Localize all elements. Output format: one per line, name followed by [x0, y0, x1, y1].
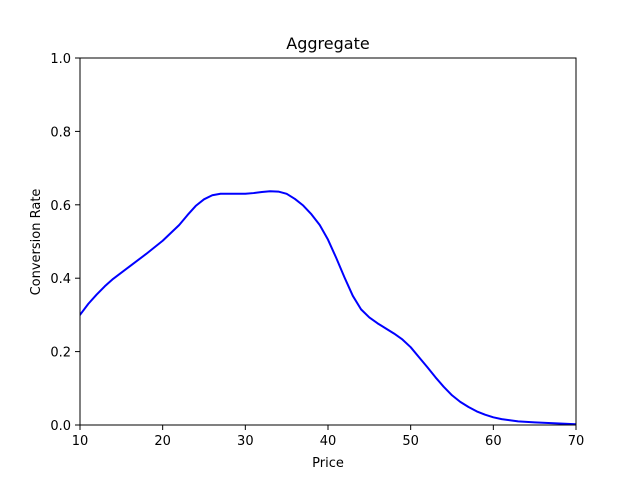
y-tick-label: 0.4: [50, 272, 71, 287]
x-tick-label: 10: [72, 434, 89, 449]
y-tick-label: 0.2: [50, 346, 71, 361]
x-tick-label: 70: [568, 434, 585, 449]
x-tick-label: 60: [485, 434, 502, 449]
y-axis-title: Conversion Rate: [29, 189, 44, 296]
chart-title: Aggregate: [286, 34, 369, 53]
y-tick-label: 0.8: [50, 125, 71, 140]
x-tick-label: 40: [320, 434, 337, 449]
x-axis-title: Price: [312, 456, 344, 471]
plot-area: 10 20 30 40 50 60 70 0.0 0.2 0.4 0.6 0.8 1.0: [50, 52, 584, 449]
y-tick-label: 0.0: [50, 419, 71, 434]
x-tick-label: 30: [237, 434, 254, 449]
y-tick-label: 0.6: [50, 199, 71, 214]
x-tick-label: 20: [154, 434, 171, 449]
y-tick-label: 1.0: [50, 52, 71, 67]
series-line: [80, 190, 576, 425]
x-tick-label: 50: [402, 434, 419, 449]
